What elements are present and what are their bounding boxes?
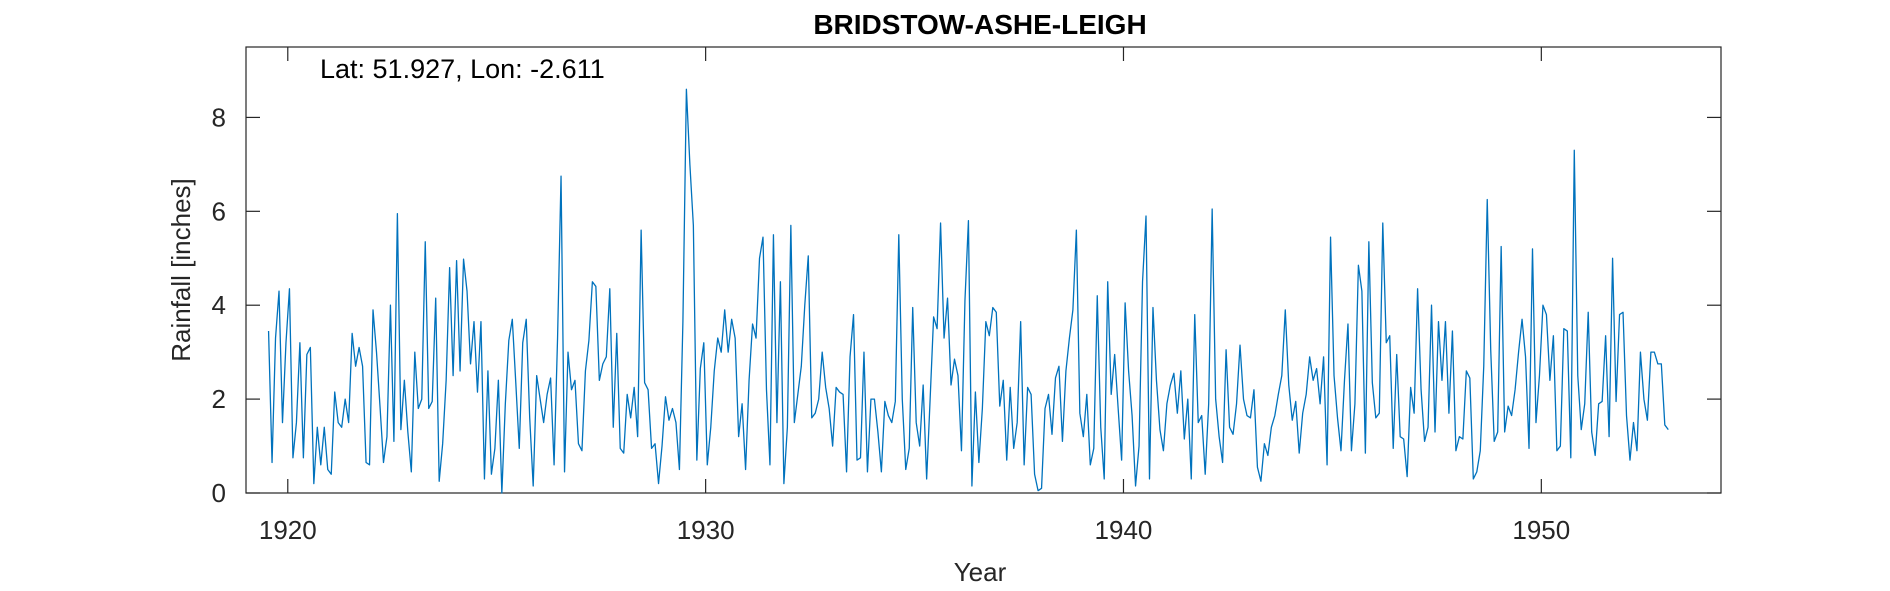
axis-ticks [246, 47, 1721, 494]
rainfall-series-line [267, 88, 1669, 494]
y-tick-label: 0 [212, 478, 226, 508]
y-axis-label: Rainfall [inches] [166, 178, 196, 362]
x-tick-labels: 1920 1930 1940 1950 [259, 515, 1570, 545]
y-tick-labels: 0 2 4 6 8 [212, 102, 226, 508]
y-tick-label: 8 [212, 102, 226, 132]
y-tick-label: 6 [212, 196, 226, 226]
y-tick-label: 2 [212, 384, 226, 414]
x-tick-label: 1920 [259, 515, 317, 545]
plot-frame [245, 46, 1722, 494]
x-tick-label: 1930 [677, 515, 735, 545]
x-tick-label: 1950 [1512, 515, 1570, 545]
chart-title: BRIDSTOW-ASHE-LEIGH [813, 9, 1146, 40]
location-annotation: Lat: 51.927, Lon: -2.611 [320, 54, 605, 84]
x-axis-label: Year [954, 557, 1007, 587]
y-tick-label: 4 [212, 290, 226, 320]
x-tick-label: 1940 [1095, 515, 1153, 545]
